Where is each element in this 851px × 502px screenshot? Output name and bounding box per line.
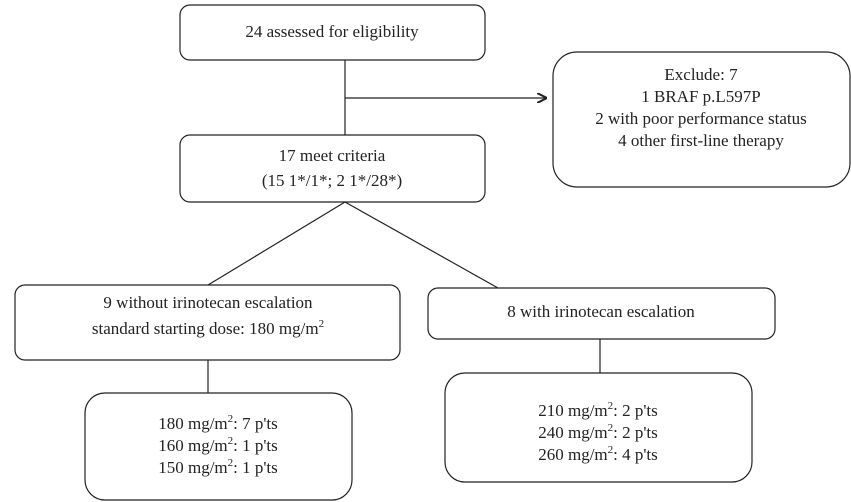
- node-text: 17 meet criteria: [279, 146, 386, 165]
- text-part: 240 mg/m: [538, 423, 607, 442]
- node-text: 210 mg/m2: 2 p'ts: [538, 400, 658, 420]
- box: [84, 392, 353, 501]
- superscript: 2: [228, 435, 234, 447]
- text-part: 1 BRAF p.L597P: [641, 87, 761, 106]
- box: [179, 134, 486, 203]
- text-part: 150 mg/m: [158, 458, 227, 477]
- text-part: Exclude: 7: [664, 65, 738, 84]
- node-text: Exclude: 7: [664, 65, 738, 84]
- text-part: 260 mg/m: [538, 445, 607, 464]
- node-text: 8 with irinotecan escalation: [507, 302, 695, 321]
- node-text: 4 other first-line therapy: [618, 131, 784, 150]
- node-text: 180 mg/m2: 7 p'ts: [158, 413, 278, 433]
- superscript: 2: [608, 400, 614, 412]
- superscript: 2: [608, 422, 614, 434]
- node-text: 9 without irinotecan escalation: [103, 293, 313, 312]
- text-part: 8 with irinotecan escalation: [507, 302, 695, 321]
- box: [14, 284, 401, 361]
- superscript: 2: [608, 444, 614, 456]
- text-part: 4 other first-line therapy: [618, 131, 784, 150]
- text-part: : 2 p'ts: [613, 401, 658, 420]
- node-text: 260 mg/m2: 4 p'ts: [538, 444, 658, 464]
- text-part: : 4 p'ts: [613, 445, 658, 464]
- superscript: 2: [228, 413, 234, 425]
- text-part: : 2 p'ts: [613, 423, 658, 442]
- connector: [344, 201, 499, 289]
- box: [444, 372, 753, 483]
- text-part: standard starting dose: 180 mg/m: [92, 319, 319, 338]
- text-part: (15 1*/1*; 2 1*/28*): [262, 171, 402, 190]
- text-part: : 1 p'ts: [233, 436, 278, 455]
- node-text: 1 BRAF p.L597P: [641, 87, 761, 106]
- connector: [207, 201, 346, 286]
- box: [179, 4, 486, 61]
- text-part: 180 mg/m: [158, 414, 227, 433]
- text-part: : 1 p'ts: [233, 458, 278, 477]
- text-part: 9 without irinotecan escalation: [103, 293, 313, 312]
- text-part: 2 with poor performance status: [595, 109, 807, 128]
- text-part: 160 mg/m: [158, 436, 227, 455]
- text-part: : 7 p'ts: [233, 414, 278, 433]
- text-part: 210 mg/m: [538, 401, 607, 420]
- node-text: 240 mg/m2: 2 p'ts: [538, 422, 658, 442]
- superscript: 2: [228, 457, 234, 469]
- text-part: 17 meet criteria: [279, 146, 386, 165]
- node-text: 150 mg/m2: 1 p'ts: [158, 457, 278, 477]
- node-text: 24 assessed for eligibility: [245, 22, 419, 41]
- text-part: 24 assessed for eligibility: [245, 22, 419, 41]
- node-text: 2 with poor performance status: [595, 109, 807, 128]
- node-text: standard starting dose: 180 mg/m2: [92, 318, 324, 338]
- box: [427, 287, 776, 340]
- node-text: 160 mg/m2: 1 p'ts: [158, 435, 278, 455]
- box: [552, 51, 851, 188]
- superscript: 2: [319, 318, 325, 330]
- node-text: (15 1*/1*; 2 1*/28*): [262, 171, 402, 190]
